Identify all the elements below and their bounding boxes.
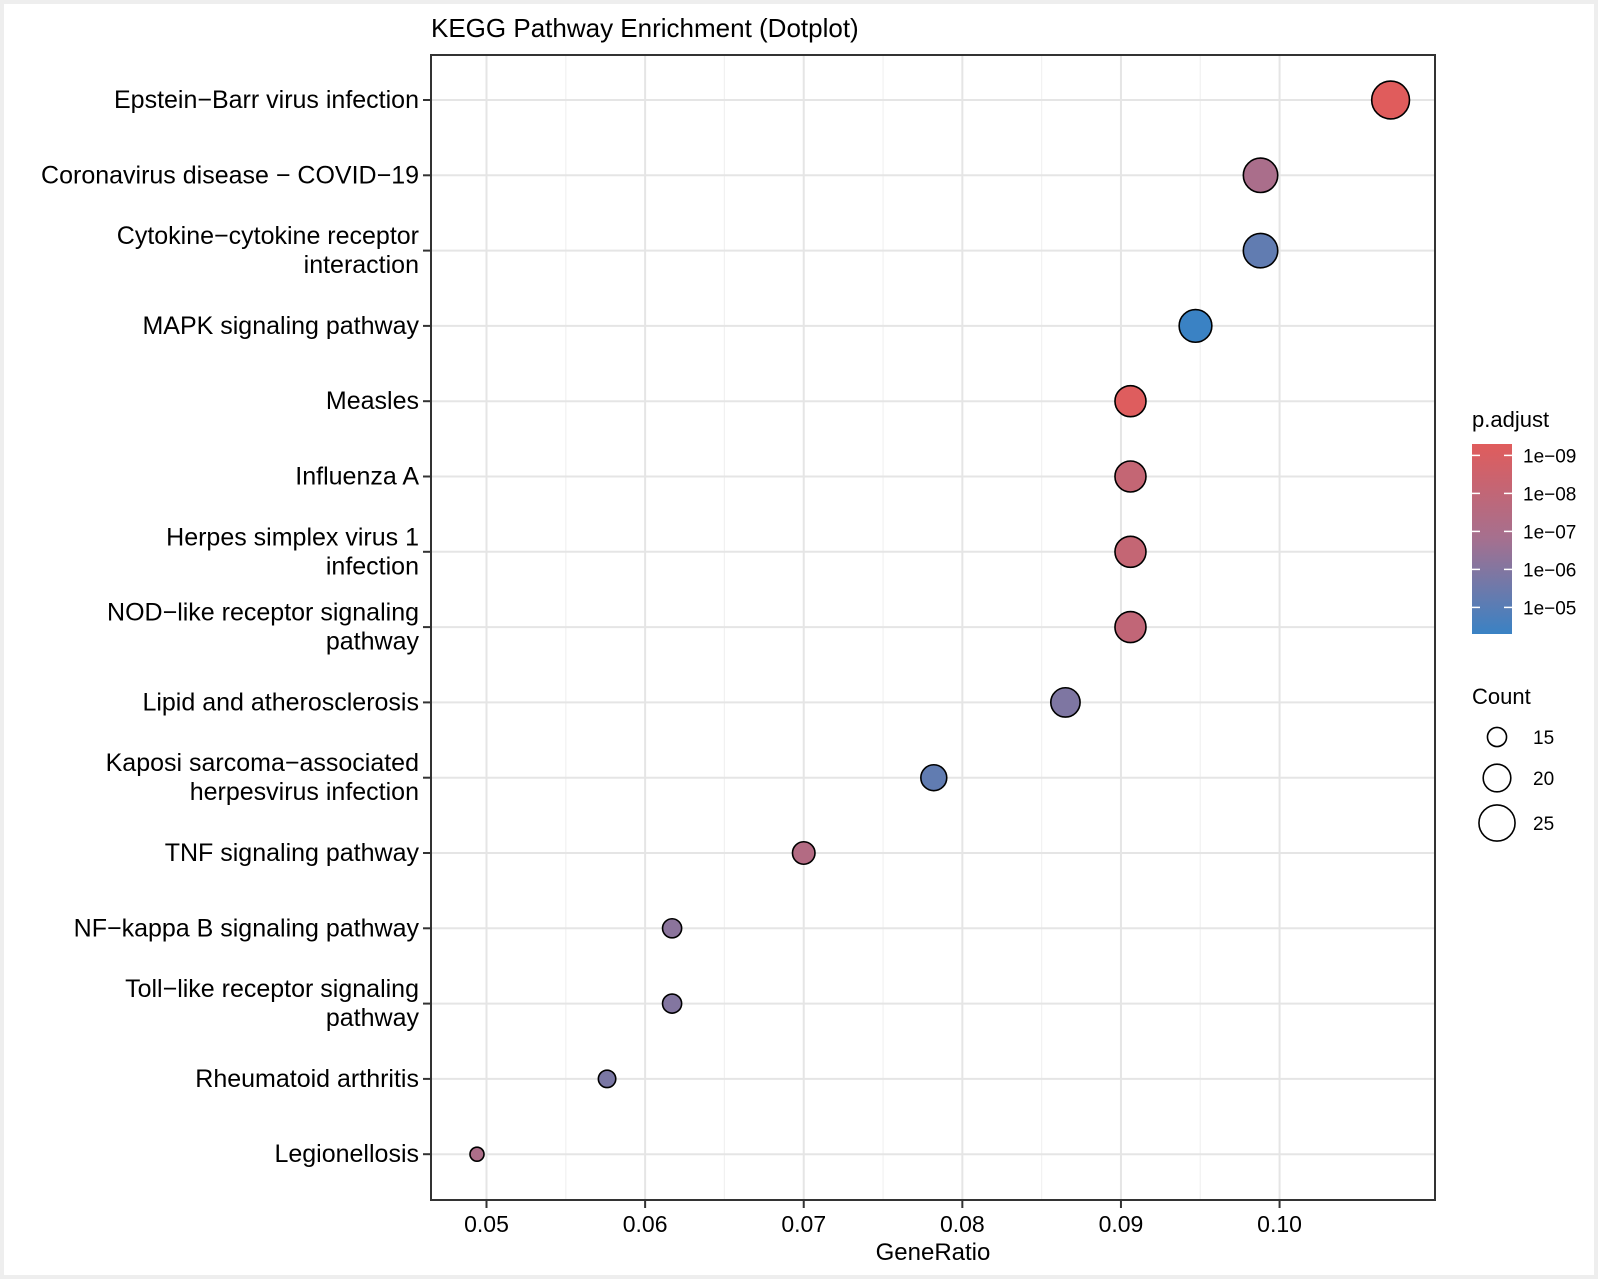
legend-count-circle bbox=[1486, 726, 1508, 748]
y-tick-label: NOD−like receptor signaling bbox=[107, 599, 419, 627]
y-tick-label: MAPK signaling pathway bbox=[142, 312, 419, 340]
y-tick-label: Measles bbox=[326, 387, 419, 415]
x-tick-label: 0.06 bbox=[623, 1211, 668, 1237]
legend-count-label: 20 bbox=[1533, 769, 1554, 790]
dot-point bbox=[661, 993, 683, 1014]
y-tick-label: Coronavirus disease − COVID−19 bbox=[41, 161, 419, 189]
legend-p-adjust-title: p.adjust bbox=[1472, 407, 1549, 432]
dot-point bbox=[1370, 80, 1411, 120]
y-tick-label: TNF signaling pathway bbox=[165, 839, 420, 867]
y-tick-label: Cytokine−cytokine receptor bbox=[117, 222, 419, 250]
x-tick-label: 0.07 bbox=[781, 1211, 826, 1237]
dot-point bbox=[661, 917, 683, 939]
dot-point bbox=[1242, 232, 1279, 269]
y-tick-label: pathway bbox=[326, 628, 420, 656]
legend-count-title: Count bbox=[1472, 684, 1531, 709]
x-tick-label: 0.09 bbox=[1099, 1211, 1144, 1237]
dot-point bbox=[1114, 460, 1147, 493]
y-tick-label: Herpes simplex virus 1 bbox=[166, 523, 419, 551]
y-tick-label: NF−kappa B signaling pathway bbox=[74, 914, 420, 942]
dot-point bbox=[1114, 384, 1147, 418]
legend-p-adjust: p.adjust 1e−09 1e−08 1e−07 1e−06 1e−05 bbox=[1472, 407, 1576, 634]
grid bbox=[431, 55, 1435, 1200]
y-tick-label: Lipid and atherosclerosis bbox=[142, 688, 419, 716]
dot-point bbox=[469, 1146, 485, 1162]
y-axis: Epstein−Barr virus infection Coronavirus … bbox=[41, 86, 431, 1168]
x-tick-label: 0.10 bbox=[1257, 1211, 1302, 1237]
legend-count: Count 15 20 25 bbox=[1472, 684, 1554, 842]
dots bbox=[469, 80, 1411, 1162]
y-tick-label: Legionellosis bbox=[274, 1140, 419, 1168]
y-tick-label: Rheumatoid arthritis bbox=[195, 1065, 419, 1093]
legend-colorbar bbox=[1472, 444, 1512, 634]
dot-point bbox=[1049, 686, 1081, 718]
chart-title: KEGG Pathway Enrichment (Dotplot) bbox=[431, 13, 859, 43]
y-tick-label: interaction bbox=[304, 251, 419, 279]
y-tick-label: pathway bbox=[326, 1004, 420, 1032]
legend-count-label: 15 bbox=[1533, 728, 1554, 749]
y-tick-label: herpesvirus infection bbox=[190, 778, 419, 806]
y-tick-label: Toll−like receptor signaling bbox=[125, 975, 419, 1003]
legend-colorbar-label: 1e−05 bbox=[1523, 598, 1576, 619]
legend-colorbar-label: 1e−07 bbox=[1523, 522, 1576, 543]
legend-count-circle bbox=[1482, 763, 1512, 793]
y-tick-label: Epstein−Barr virus infection bbox=[114, 86, 419, 114]
y-tick-label: Influenza A bbox=[295, 463, 419, 491]
dot-point bbox=[597, 1069, 617, 1089]
dot-point bbox=[791, 840, 816, 866]
dot-point bbox=[1114, 610, 1147, 644]
kegg-dotplot: KEGG Pathway Enrichment (Dotplot) Epstei… bbox=[41, 13, 1576, 1266]
dot-point bbox=[920, 763, 948, 792]
legend-colorbar-label: 1e−06 bbox=[1523, 560, 1576, 581]
x-tick-label: 0.08 bbox=[940, 1211, 985, 1237]
legend-count-label: 25 bbox=[1533, 814, 1554, 835]
x-tick-label: 0.05 bbox=[464, 1211, 509, 1237]
dot-point bbox=[1114, 535, 1147, 569]
y-tick-label: Kaposi sarcoma−associated bbox=[106, 749, 419, 777]
dot-point bbox=[1242, 157, 1279, 194]
legend-colorbar-label: 1e−09 bbox=[1523, 446, 1576, 467]
legend-colorbar-label: 1e−08 bbox=[1523, 484, 1576, 505]
x-axis: 0.05 0.06 0.07 0.08 0.09 0.10 bbox=[464, 1200, 1302, 1237]
y-tick-label: infection bbox=[326, 552, 419, 580]
legend-count-circle bbox=[1478, 804, 1516, 842]
dot-point bbox=[1178, 308, 1213, 344]
x-axis-title: GeneRatio bbox=[876, 1239, 991, 1266]
